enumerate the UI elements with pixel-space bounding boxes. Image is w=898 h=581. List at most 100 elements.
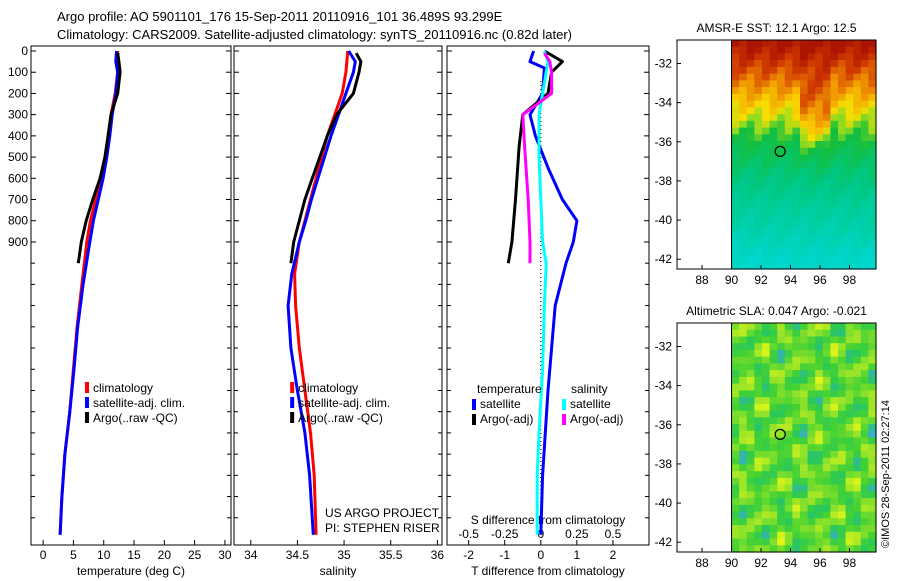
sst-grid-cell (822, 120, 831, 129)
sla-grid-cell (853, 410, 862, 418)
sst-grid-cell (792, 248, 801, 257)
sst-grid-cell (845, 242, 854, 250)
sst-grid-cell (769, 114, 778, 122)
sla-grid-cell (792, 323, 801, 331)
sla-grid-cell (746, 336, 755, 344)
sst-grid-cell (868, 221, 877, 230)
sst-grid-cell (792, 80, 801, 88)
sla-grid-cell (800, 390, 809, 398)
sst-grid-cell (739, 66, 748, 75)
sla-grid-cell (822, 538, 831, 546)
sla-grid-cell (807, 531, 816, 540)
sst-grid-cell (792, 242, 801, 250)
sst-title: AMSR-E SST: 12.1 Argo: 12.5 (696, 21, 856, 35)
sla-grid-cell (754, 376, 763, 385)
sst-grid-cell (800, 161, 809, 169)
sst-grid-cell (860, 100, 869, 108)
sst-grid-cell (762, 262, 771, 270)
sla-grid-cell (868, 370, 877, 378)
sla-grid-cell (860, 323, 869, 331)
sla-grid-cell (784, 430, 793, 439)
sst-grid-cell (815, 134, 824, 142)
sla-grid-cell (807, 504, 816, 513)
sla-grid-cell (830, 491, 839, 499)
sla-grid-cell (868, 471, 877, 479)
sst-grid-cell (739, 80, 748, 88)
sla-grid-cell (739, 518, 748, 526)
sst-grid-cell (769, 235, 778, 243)
sla-xtick-label: 96 (813, 556, 827, 570)
sst-grid-cell (860, 141, 869, 149)
sst-grid-cell (784, 107, 793, 115)
sst-grid-cell (754, 174, 763, 182)
sla-grid-cell (860, 538, 869, 546)
diff-xtick-label: -1 (499, 548, 510, 562)
sst-grid-cell (800, 93, 809, 102)
sst-grid-cell (838, 66, 847, 75)
sla-grid-cell (792, 336, 801, 344)
sla-grid-cell (784, 451, 793, 459)
sla-grid-cell (746, 504, 755, 513)
sst-grid-cell (731, 53, 740, 61)
temp-legend-swatch (85, 412, 89, 423)
sla-grid-cell (815, 471, 824, 479)
sst-grid-cell (800, 188, 809, 196)
sst-grid-cell (784, 228, 793, 236)
depth-tick-label: 900 (8, 235, 28, 249)
sst-grid-cell (739, 235, 748, 243)
sst-grid-cell (830, 188, 839, 196)
sla-grid-cell (784, 363, 793, 371)
sst-grid-cell (868, 87, 877, 95)
sst-grid-cell (762, 201, 771, 209)
sst-grid-cell (822, 80, 831, 88)
sst-grid-cell (822, 40, 831, 48)
sla-grid-cell (838, 424, 847, 432)
sst-grid-cell (830, 127, 839, 135)
sst-grid-cell (739, 188, 748, 196)
sla-grid-cell (822, 498, 831, 506)
sla-grid-cell (838, 430, 847, 439)
figure-title-line2: Climatology: CARS2009. Satellite-adjuste… (57, 27, 572, 42)
sla-grid-cell (762, 343, 771, 351)
sla-grid-cell (838, 504, 847, 513)
sla-grid-cell (853, 498, 862, 506)
sst-grid-cell (815, 248, 824, 257)
sla-grid-cell (853, 464, 862, 472)
sst-grid-cell (830, 235, 839, 243)
sla-grid-cell (754, 491, 763, 499)
sst-grid-cell (739, 168, 748, 176)
sst-grid-cell (739, 100, 748, 108)
sla-grid-cell (762, 376, 771, 385)
sst-grid-cell (777, 46, 786, 54)
sla-grid-cell (762, 525, 771, 533)
sla-grid-cell (746, 329, 755, 337)
sla-grid-cell (815, 498, 824, 506)
sst-grid-cell (838, 215, 847, 223)
sla-grid-cell (754, 417, 763, 425)
sst-grid-cell (807, 208, 816, 216)
imos-timestamp: ©IMOS 28-Sep-2011 02:27:14 (880, 400, 892, 548)
sst-grid-cell (815, 93, 824, 102)
sla-grid-cell (739, 356, 748, 364)
sla-grid-cell (739, 491, 748, 499)
sla-grid-cell (815, 363, 824, 371)
sst-grid-cell (807, 80, 816, 88)
sst-grid-cell (860, 174, 869, 182)
sst-grid-cell (853, 46, 862, 54)
sst-grid-cell (838, 147, 847, 156)
sla-grid-cell (853, 323, 862, 331)
sst-grid-cell (784, 46, 793, 54)
sst-grid-cell (845, 100, 854, 108)
sla-grid-cell (754, 451, 763, 459)
sst-grid-cell (807, 242, 816, 250)
sla-grid-cell (754, 403, 763, 412)
sal-legend-label: Argo(..raw -QC) (298, 411, 383, 425)
sla-grid-cell (830, 343, 839, 351)
sla-grid-cell (777, 349, 786, 358)
sla-grid-cell (762, 323, 771, 331)
sst-grid-cell (830, 168, 839, 176)
sla-grid-cell (868, 397, 877, 405)
sla-grid-cell (777, 356, 786, 364)
sla-grid-cell (792, 538, 801, 546)
sla-grid-cell (822, 477, 831, 486)
